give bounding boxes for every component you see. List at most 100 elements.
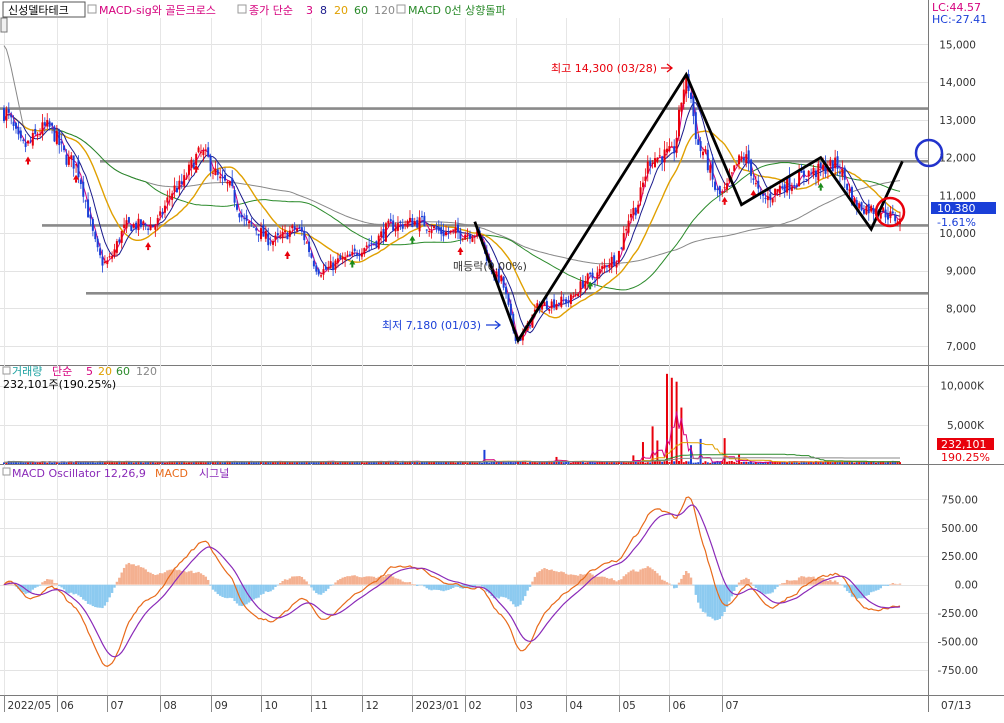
- signal-legend-label[interactable]: 시그널: [199, 467, 229, 480]
- oscillator-bar: [663, 580, 666, 585]
- oscillator-bar: [781, 583, 784, 585]
- volume-ma-label[interactable]: 단순: [52, 365, 72, 378]
- volume-bar: [608, 462, 611, 464]
- volume-bar: [380, 461, 383, 464]
- volume-bar: [834, 461, 837, 464]
- target-circle-blue[interactable]: [914, 138, 944, 168]
- macd-legend-label[interactable]: MACD: [155, 467, 188, 480]
- candle-body: [358, 255, 361, 257]
- volume-bar: [113, 462, 116, 464]
- signal-arrow-icon: [409, 235, 416, 241]
- candle-body: [286, 232, 289, 240]
- candle-body: [75, 164, 78, 166]
- horizontal-support-lines[interactable]: [0, 107, 1004, 295]
- candle-body: [771, 198, 774, 203]
- candle-body: [605, 265, 608, 267]
- candle-body: [341, 256, 344, 260]
- oscillator-bar: [130, 564, 133, 585]
- current-circle-red[interactable]: [874, 196, 906, 228]
- oscillator-bar: [391, 576, 395, 585]
- indicator-macd-zero-label[interactable]: MACD 0선 상향돌파: [408, 4, 506, 17]
- candle-body: [824, 162, 827, 174]
- zigzag-trendline[interactable]: [473, 71, 904, 344]
- volume-bar: [221, 462, 224, 464]
- oscillator-bar: [627, 572, 630, 585]
- candle-body: [653, 158, 656, 168]
- volume-bar: [185, 462, 188, 464]
- candle-body: [834, 157, 837, 169]
- oscillator-bar: [668, 583, 671, 585]
- oscillator-bar: [288, 578, 292, 585]
- scroll-handle[interactable]: [0, 17, 8, 33]
- oscillator-bar: [584, 574, 587, 585]
- signal-arrow-stem: [195, 169, 198, 173]
- volume-bar: [127, 461, 130, 464]
- volume-bar: [322, 461, 325, 464]
- volume-bar: [408, 460, 411, 464]
- ma-legend-label[interactable]: 종가 단순: [249, 4, 293, 17]
- candle-body: [675, 137, 678, 153]
- stock-name-box[interactable]: [2, 1, 86, 18]
- candle-body: [322, 269, 325, 275]
- macd-osc-title[interactable]: MACD Oscillator 12,26,9: [12, 467, 146, 480]
- oscillator-bar: [163, 572, 167, 585]
- volume-bar: [310, 461, 313, 464]
- candle-body: [682, 89, 685, 104]
- candle-body: [649, 161, 652, 166]
- macd-path: [3, 496, 901, 667]
- candle-body: [757, 180, 760, 189]
- oscillator-bar: [252, 584, 256, 600]
- volume-bar: [226, 460, 229, 464]
- oscillator-bar: [716, 584, 719, 620]
- candle-body: [718, 186, 721, 195]
- oscillator-bar: [699, 584, 702, 609]
- oscillator-bar: [26, 584, 30, 594]
- candle-body: [399, 221, 402, 224]
- oscillator-bar: [747, 579, 750, 585]
- indicator-macd-sig-label[interactable]: MACD-sig와 골든크로스: [99, 4, 216, 17]
- oscillator-bar: [425, 584, 428, 589]
- oscillator-bar: [74, 584, 78, 594]
- volume-bar: [370, 461, 373, 464]
- candle-body: [36, 135, 39, 137]
- candle-body: [89, 214, 92, 219]
- candle-body: [336, 258, 339, 263]
- oscillator-bar: [802, 576, 806, 585]
- oscillator-bar: [533, 576, 537, 585]
- oscillator-bar: [211, 584, 215, 590]
- signal-arrow-icon: [25, 156, 32, 162]
- legend-swatch: [2, 467, 11, 476]
- x-tick-label: 07: [111, 700, 124, 712]
- volume-bar: [812, 462, 815, 464]
- candle-body: [865, 205, 868, 215]
- candle-body: [838, 172, 841, 174]
- volume-bar: [101, 461, 104, 464]
- candle-body: [721, 191, 724, 194]
- volume-bar: [502, 461, 505, 464]
- candle-body: [726, 183, 729, 190]
- oscillator-bar: [255, 584, 258, 599]
- volume-value: 232,101주(190.25%): [3, 378, 116, 391]
- candle-body: [329, 261, 332, 269]
- oscillator-bar: [552, 570, 556, 585]
- oscillator-bar: [89, 584, 92, 605]
- candle-body: [34, 128, 37, 135]
- candle-body: [187, 164, 190, 175]
- oscillator-bar: [125, 564, 128, 585]
- macd-tick-label: 0.00: [955, 580, 978, 592]
- volume-bar: [377, 461, 380, 464]
- volume-bar: [867, 462, 870, 464]
- volume-bar: [783, 461, 786, 464]
- volume-bar: [718, 461, 721, 464]
- volume-bar: [814, 460, 817, 464]
- candle-body: [154, 225, 157, 230]
- oscillator-bar: [757, 584, 760, 591]
- volume-title[interactable]: 거래량: [12, 365, 42, 378]
- oscillator-bar: [415, 584, 419, 586]
- candle-body: [396, 223, 399, 231]
- x-tick-label: 08: [164, 700, 177, 712]
- oscillator-bar: [370, 576, 373, 585]
- oscillator-bar: [829, 579, 832, 585]
- candle-body: [781, 186, 784, 189]
